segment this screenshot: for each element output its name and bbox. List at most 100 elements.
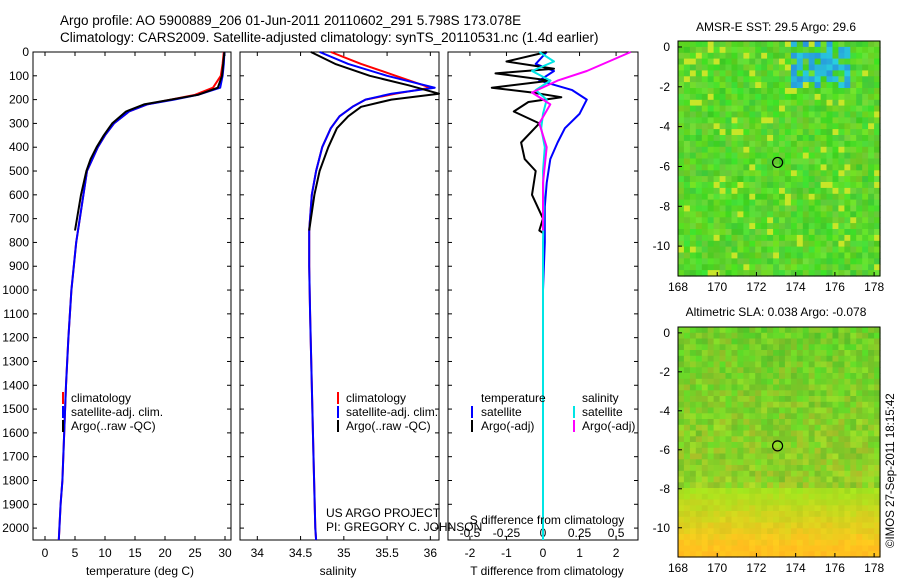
map-cell [713, 199, 721, 207]
map-cell [856, 488, 863, 495]
map-cell [707, 419, 715, 426]
map-cell [832, 436, 839, 443]
map-cell [731, 41, 738, 48]
map-cell [868, 182, 875, 189]
map-cell [779, 407, 786, 414]
map-cell [731, 470, 738, 478]
map-cell [707, 545, 715, 552]
map-cell [784, 158, 792, 165]
map-cell [784, 407, 792, 414]
map-cell [707, 264, 715, 271]
map-cell [743, 493, 750, 501]
map-cell [707, 205, 715, 212]
map-cell [779, 373, 786, 380]
map-cell [802, 76, 810, 83]
map-cell [826, 170, 833, 177]
map-cell [725, 470, 732, 478]
map-cell [784, 76, 792, 83]
map-cell [844, 447, 851, 455]
map-cell [844, 246, 851, 254]
map-cell [850, 384, 857, 391]
map-cell [701, 129, 709, 136]
map-cell [683, 396, 691, 403]
map-cell [838, 401, 845, 409]
map-cell [731, 355, 738, 363]
map-cell [850, 332, 857, 340]
map-cell [838, 350, 845, 357]
map-cell [683, 470, 691, 478]
map-cell [838, 470, 845, 478]
map-cell [689, 199, 697, 207]
map-cell [844, 52, 851, 60]
map-cell [814, 528, 822, 535]
map-cell [695, 111, 703, 118]
map-cell [784, 465, 792, 472]
map-cell [784, 46, 792, 54]
map-cell [689, 327, 697, 334]
map-cell [838, 367, 845, 374]
map-cell [749, 52, 756, 60]
map-cell [856, 355, 863, 363]
map-cell [713, 488, 721, 495]
map-cell [755, 246, 762, 254]
map-cell [850, 482, 857, 489]
map-cell [689, 229, 697, 236]
map-cell [832, 52, 839, 60]
map-cell [838, 493, 845, 501]
map-cell [779, 123, 786, 130]
map-cell [755, 332, 762, 340]
map-cell [695, 332, 703, 340]
map-cell [796, 378, 804, 386]
map-cell [779, 419, 786, 426]
map-cell [731, 332, 738, 340]
map-cell [844, 140, 851, 148]
map-cell [874, 488, 881, 495]
map-cell [678, 229, 685, 236]
map-cell [856, 447, 863, 455]
map-cell [856, 442, 863, 449]
map-cell [749, 413, 756, 420]
map-cell [844, 270, 851, 277]
map-cell [749, 105, 756, 113]
map-cell [868, 545, 875, 552]
map-cell [796, 164, 804, 171]
map-cell [874, 551, 881, 558]
map-cell [749, 46, 756, 54]
map-cell [862, 436, 869, 443]
map-cell [784, 82, 792, 89]
map-cell [719, 551, 727, 558]
map-cell [731, 344, 738, 351]
map-cell [695, 534, 703, 541]
map-cell [767, 82, 774, 89]
map-cell [701, 539, 709, 547]
map-cell [725, 117, 732, 124]
map-cell [868, 390, 875, 397]
map-cell [773, 534, 780, 541]
map-cell [850, 93, 857, 101]
map-cell [731, 240, 738, 248]
map-cell [779, 378, 786, 386]
map-cell [713, 217, 721, 224]
map-cell [678, 396, 685, 403]
map-cell [802, 93, 810, 101]
map-cell [725, 327, 732, 334]
map-cell [826, 58, 833, 66]
map-cell [796, 373, 804, 380]
map-cell [838, 419, 845, 426]
map-cell [844, 146, 851, 154]
map-cell [784, 545, 792, 552]
map-cell [779, 199, 786, 207]
map-cell [790, 111, 798, 118]
map-cell [832, 129, 839, 136]
map-cell [719, 534, 727, 541]
map-cell [790, 367, 798, 374]
map-cell [701, 447, 709, 455]
map-cell [689, 413, 697, 420]
map-cell [790, 488, 798, 495]
map-cell [731, 152, 738, 160]
map-cell [808, 344, 816, 351]
map-cell [755, 52, 762, 60]
map-cell [767, 41, 774, 48]
map-cell [850, 64, 857, 71]
legend-t-satellite-label: satellite [481, 405, 522, 419]
